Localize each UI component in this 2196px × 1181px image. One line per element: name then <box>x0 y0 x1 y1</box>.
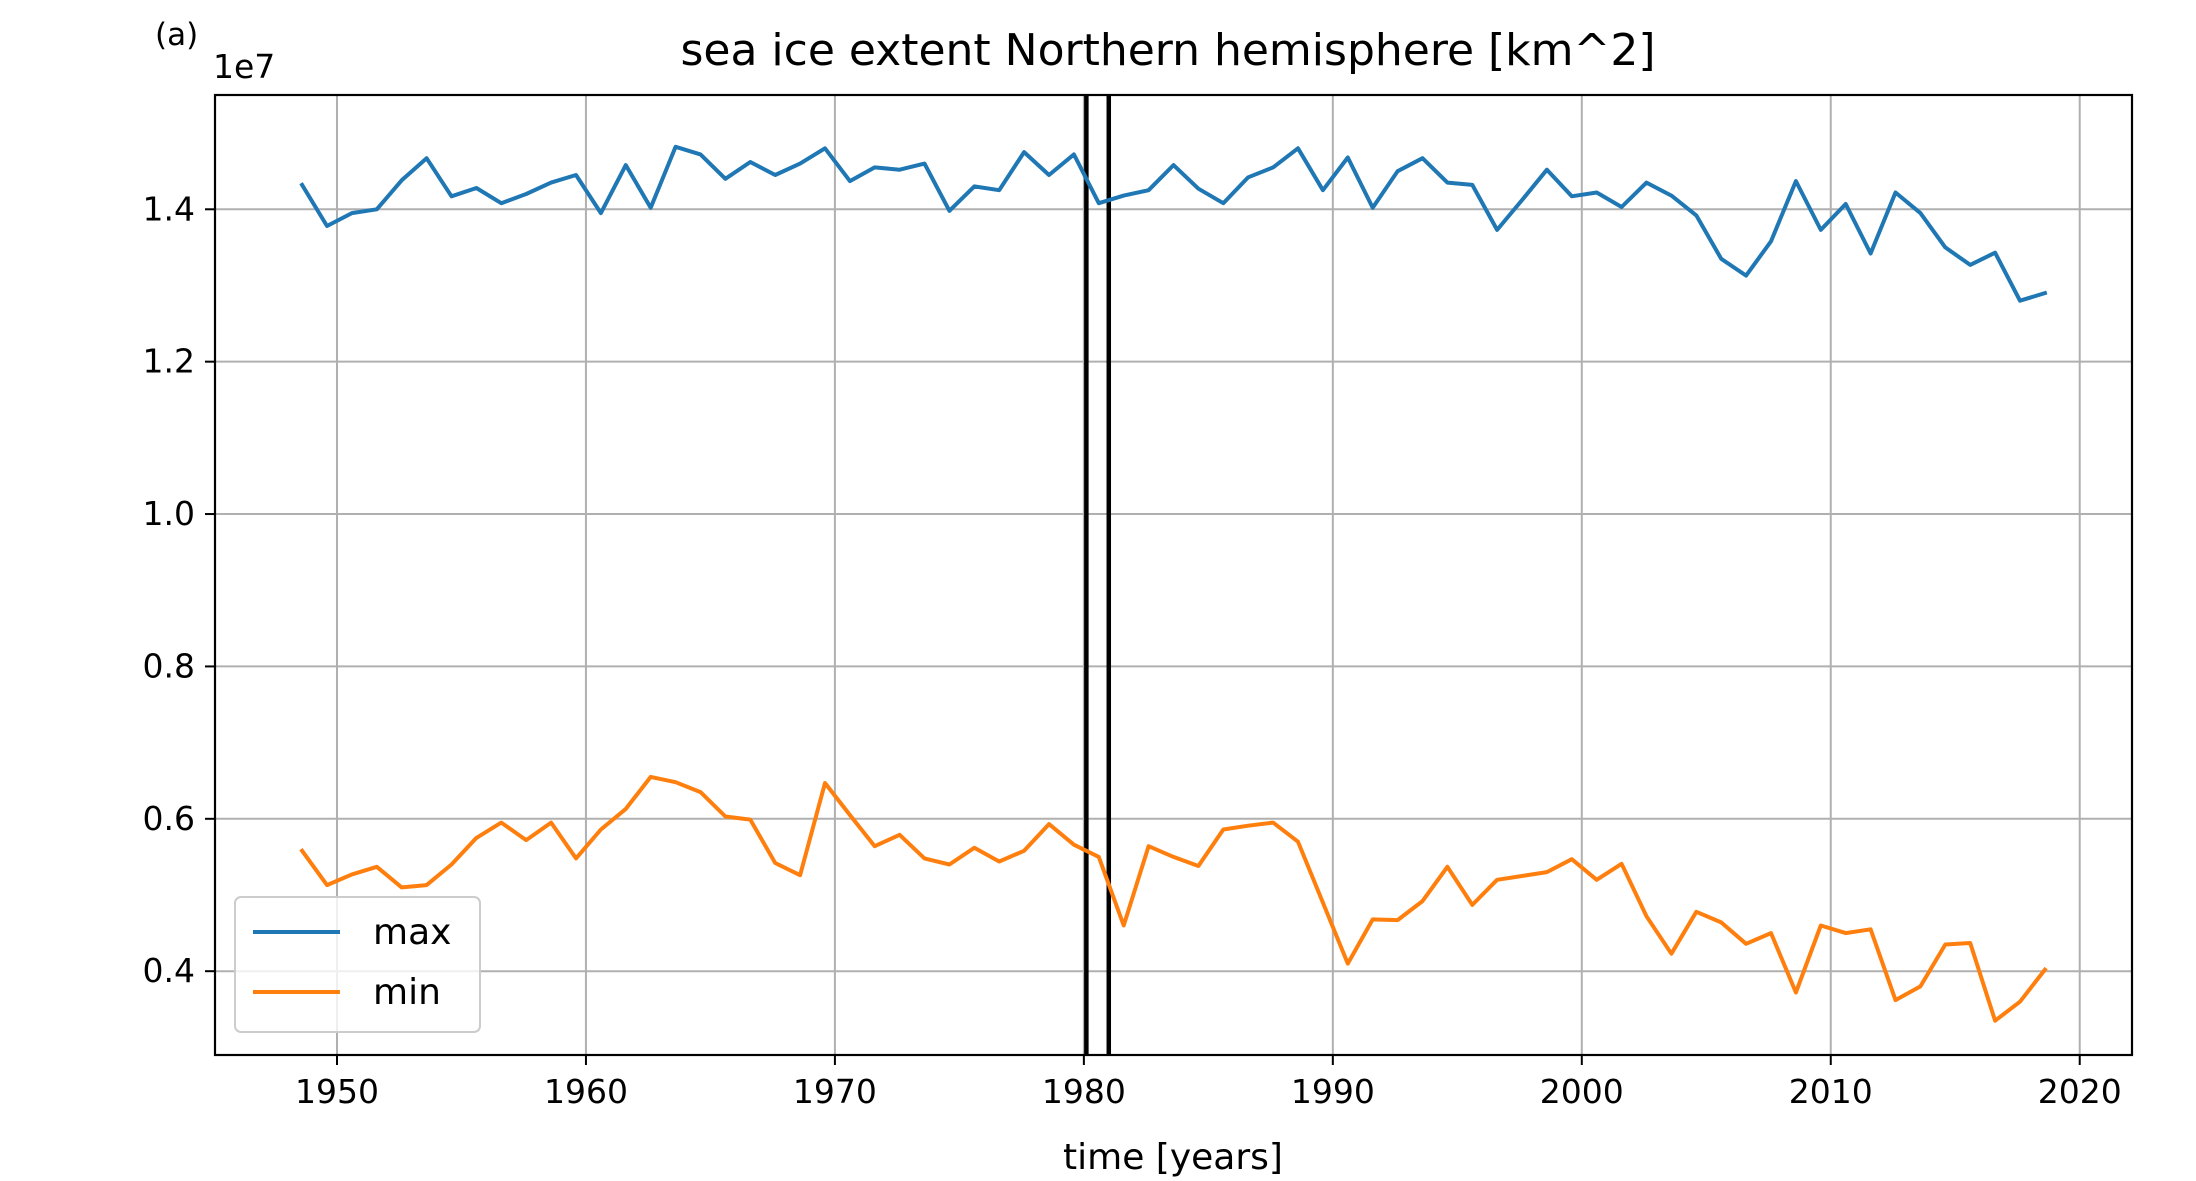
x-tick-label: 1960 <box>544 1072 628 1111</box>
panel-label: (a) <box>155 17 198 53</box>
series-lines <box>299 144 2048 1023</box>
x-tick-label: 1950 <box>295 1072 379 1111</box>
series-line-min <box>299 774 2048 1023</box>
y-tick-label: 0.4 <box>143 951 195 990</box>
series-line-max <box>299 144 2048 303</box>
legend-label-min: min <box>373 972 441 1013</box>
legend-label-max: max <box>373 912 451 953</box>
y-tick-label: 1.0 <box>143 494 195 533</box>
x-tick-label: 2020 <box>2038 1072 2122 1111</box>
plot-area-frame <box>213 93 2134 1057</box>
y-axis-ticks: 0.4 0.6 0.8 1.0 1.2 1.4 <box>143 189 215 990</box>
x-tick-label: 1980 <box>1042 1072 1126 1111</box>
x-axis-ticks: 1950 1960 1970 1980 1990 2000 2010 2020 <box>295 1055 2122 1111</box>
x-tick-label: 2010 <box>1789 1072 1873 1111</box>
y-tick-label: 0.8 <box>143 646 195 685</box>
y-tick-label: 0.6 <box>143 799 195 838</box>
x-tick-label: 1970 <box>793 1072 877 1111</box>
grid-lines <box>215 95 2132 1055</box>
x-tick-label: 2000 <box>1540 1072 1624 1111</box>
y-tick-label: 1.4 <box>143 189 195 228</box>
legend: max min <box>234 896 481 1033</box>
reference-lines <box>1084 95 1112 1055</box>
chart-title: sea ice extent Northern hemisphere [km^2… <box>680 25 1655 76</box>
x-axis-title: time [years] <box>1063 1137 1283 1178</box>
y-offset-label: 1e7 <box>213 47 275 86</box>
x-tick-label: 1990 <box>1291 1072 1375 1111</box>
y-tick-label: 1.2 <box>143 342 195 381</box>
